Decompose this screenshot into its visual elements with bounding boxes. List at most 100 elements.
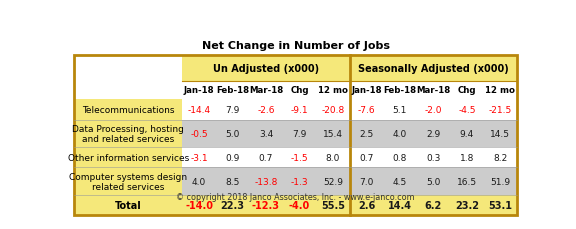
Text: Total: Total — [115, 200, 142, 210]
Text: -4.5: -4.5 — [458, 105, 476, 114]
FancyBboxPatch shape — [182, 195, 216, 215]
Text: -21.5: -21.5 — [488, 105, 512, 114]
FancyBboxPatch shape — [350, 168, 383, 195]
FancyBboxPatch shape — [316, 81, 350, 100]
FancyBboxPatch shape — [450, 100, 484, 120]
FancyBboxPatch shape — [74, 35, 517, 56]
FancyBboxPatch shape — [283, 81, 316, 100]
Text: -12.3: -12.3 — [252, 200, 280, 210]
Text: Feb-18: Feb-18 — [383, 86, 416, 95]
FancyBboxPatch shape — [484, 100, 517, 120]
FancyBboxPatch shape — [350, 81, 383, 100]
Text: 23.2: 23.2 — [455, 200, 479, 210]
Text: 51.9: 51.9 — [490, 177, 510, 186]
FancyBboxPatch shape — [316, 147, 350, 168]
FancyBboxPatch shape — [484, 147, 517, 168]
Text: Telecommunications: Telecommunications — [82, 105, 175, 114]
Text: -1.5: -1.5 — [291, 153, 308, 162]
FancyBboxPatch shape — [416, 168, 450, 195]
FancyBboxPatch shape — [450, 147, 484, 168]
Text: 7.0: 7.0 — [359, 177, 374, 186]
Text: 3.4: 3.4 — [259, 129, 273, 138]
Text: 8.2: 8.2 — [493, 153, 507, 162]
Text: 2.6: 2.6 — [358, 200, 375, 210]
FancyBboxPatch shape — [350, 147, 383, 168]
Text: 55.5: 55.5 — [321, 200, 345, 210]
Text: 1.8: 1.8 — [460, 153, 474, 162]
FancyBboxPatch shape — [216, 195, 249, 215]
Text: Chg: Chg — [457, 86, 476, 95]
Text: Jan-18: Jan-18 — [351, 86, 382, 95]
Text: 14.5: 14.5 — [490, 129, 510, 138]
FancyBboxPatch shape — [350, 120, 383, 147]
FancyBboxPatch shape — [316, 100, 350, 120]
Text: 7.9: 7.9 — [292, 129, 306, 138]
FancyBboxPatch shape — [316, 168, 350, 195]
Text: 4.0: 4.0 — [393, 129, 407, 138]
Text: 0.3: 0.3 — [426, 153, 441, 162]
FancyBboxPatch shape — [416, 120, 450, 147]
FancyBboxPatch shape — [450, 168, 484, 195]
Text: -7.6: -7.6 — [358, 105, 375, 114]
FancyBboxPatch shape — [350, 195, 383, 215]
FancyBboxPatch shape — [416, 195, 450, 215]
FancyBboxPatch shape — [484, 81, 517, 100]
Text: 12 mo: 12 mo — [318, 86, 348, 95]
Text: -1.3: -1.3 — [291, 177, 308, 186]
FancyBboxPatch shape — [249, 120, 283, 147]
Text: Data Processing, hosting
and related services: Data Processing, hosting and related ser… — [73, 124, 184, 143]
FancyBboxPatch shape — [283, 195, 316, 215]
FancyBboxPatch shape — [216, 147, 249, 168]
Text: © copyright 2018 Janco Associates, Inc. - www.e-janco.com: © copyright 2018 Janco Associates, Inc. … — [176, 192, 415, 201]
Text: Other information services: Other information services — [67, 153, 189, 162]
Text: Jan-18: Jan-18 — [184, 86, 214, 95]
FancyBboxPatch shape — [182, 100, 216, 120]
FancyBboxPatch shape — [416, 147, 450, 168]
FancyBboxPatch shape — [216, 81, 249, 100]
FancyBboxPatch shape — [283, 100, 316, 120]
Text: -9.1: -9.1 — [291, 105, 308, 114]
FancyBboxPatch shape — [484, 120, 517, 147]
FancyBboxPatch shape — [383, 100, 416, 120]
Text: Feb-18: Feb-18 — [216, 86, 249, 95]
Text: Seasonally Adjusted (x000): Seasonally Adjusted (x000) — [358, 63, 509, 74]
Text: -2.6: -2.6 — [257, 105, 275, 114]
Text: 53.1: 53.1 — [488, 200, 512, 210]
FancyBboxPatch shape — [283, 147, 316, 168]
FancyBboxPatch shape — [182, 81, 216, 100]
Text: 7.9: 7.9 — [225, 105, 240, 114]
FancyBboxPatch shape — [182, 168, 216, 195]
FancyBboxPatch shape — [316, 120, 350, 147]
Text: -14.0: -14.0 — [185, 200, 213, 210]
Text: Mar-18: Mar-18 — [416, 86, 450, 95]
FancyBboxPatch shape — [383, 81, 416, 100]
Text: 6.2: 6.2 — [425, 200, 442, 210]
Text: 0.8: 0.8 — [393, 153, 407, 162]
Text: 52.9: 52.9 — [323, 177, 343, 186]
FancyBboxPatch shape — [182, 147, 216, 168]
FancyBboxPatch shape — [74, 147, 182, 168]
FancyBboxPatch shape — [74, 100, 182, 120]
Text: -20.8: -20.8 — [321, 105, 344, 114]
FancyBboxPatch shape — [249, 195, 283, 215]
FancyBboxPatch shape — [216, 120, 249, 147]
FancyBboxPatch shape — [350, 56, 517, 81]
Text: 8.0: 8.0 — [326, 153, 340, 162]
FancyBboxPatch shape — [484, 195, 517, 215]
FancyBboxPatch shape — [350, 100, 383, 120]
Text: -14.4: -14.4 — [187, 105, 211, 114]
Text: 5.0: 5.0 — [426, 177, 441, 186]
FancyBboxPatch shape — [249, 81, 283, 100]
Text: 15.4: 15.4 — [323, 129, 343, 138]
Text: -2.0: -2.0 — [425, 105, 442, 114]
Text: 9.4: 9.4 — [460, 129, 474, 138]
FancyBboxPatch shape — [74, 168, 182, 195]
FancyBboxPatch shape — [249, 147, 283, 168]
Text: 22.3: 22.3 — [221, 200, 244, 210]
FancyBboxPatch shape — [450, 81, 484, 100]
Text: 8.5: 8.5 — [225, 177, 240, 186]
Text: Computer systems design
related services: Computer systems design related services — [69, 172, 187, 191]
FancyBboxPatch shape — [383, 168, 416, 195]
FancyBboxPatch shape — [74, 56, 182, 81]
FancyBboxPatch shape — [484, 168, 517, 195]
